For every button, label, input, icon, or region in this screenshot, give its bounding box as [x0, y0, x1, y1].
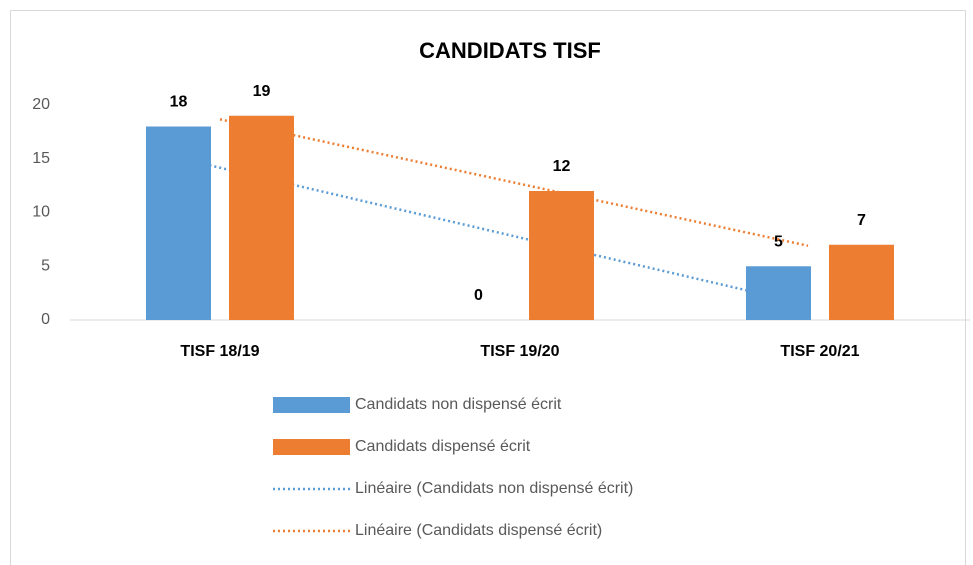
value-label: 5 [774, 233, 783, 250]
bar [229, 115, 294, 320]
y-tick-label: 10 [32, 204, 50, 221]
legend-swatch [273, 397, 350, 413]
y-tick-label: 0 [41, 311, 50, 328]
bar [529, 191, 594, 320]
legend-label: Linéaire (Candidats non dispensé écrit) [355, 480, 633, 497]
value-label: 7 [857, 212, 866, 229]
y-tick-label: 20 [32, 96, 50, 113]
x-tick-label: TISF 18/19 [180, 343, 259, 360]
value-label: 12 [553, 158, 571, 175]
value-label: 0 [474, 287, 483, 304]
legend-label: Linéaire (Candidats dispensé écrit) [355, 522, 602, 539]
y-tick-label: 5 [41, 257, 50, 274]
value-label: 18 [170, 94, 188, 111]
y-tick-label: 15 [32, 150, 50, 167]
trendline [219, 118, 809, 247]
bar [146, 126, 211, 320]
legend-label: Candidats non dispensé écrit [355, 396, 562, 413]
value-label: 19 [253, 83, 271, 100]
x-tick-label: TISF 20/21 [780, 343, 859, 360]
x-tick-label: TISF 19/20 [480, 343, 559, 360]
legend-label: Candidats dispensé écrit [355, 438, 531, 455]
bar [746, 266, 811, 320]
bar [829, 244, 894, 320]
legend-swatch [273, 439, 350, 455]
chart-title: CANDIDATS TISF [419, 38, 601, 63]
